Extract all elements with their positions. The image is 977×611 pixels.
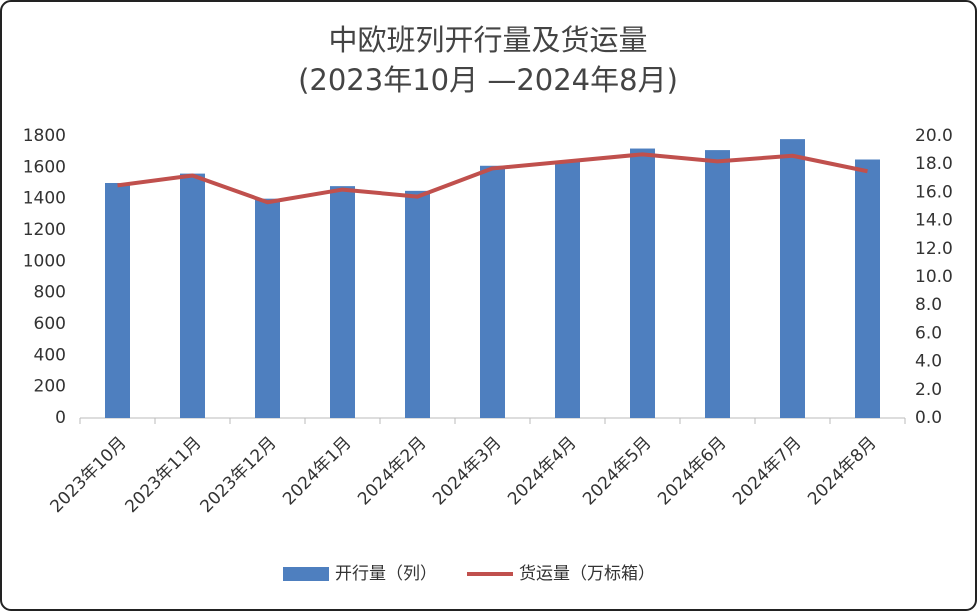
y2-tick-label: 2.0 (915, 380, 942, 400)
y2-tick-label: 4.0 (915, 352, 942, 372)
bar (555, 161, 580, 419)
line (117, 152, 868, 205)
y-tick-label: 1000 (23, 251, 66, 271)
bar (855, 159, 880, 418)
bar (405, 190, 430, 418)
legend-label: 开行量（列） (335, 564, 437, 584)
bar (105, 183, 130, 418)
legend-swatch (283, 567, 329, 581)
bar (705, 150, 730, 418)
y-tick-label: 1800 (23, 126, 66, 146)
y2-tick-label: 14.0 (915, 211, 953, 231)
y2-tick-label: 18.0 (915, 154, 953, 174)
y2-tick-label: 16.0 (915, 182, 953, 202)
y-tick-label: 800 (34, 283, 66, 303)
y-tick-label: 1200 (23, 220, 66, 240)
bar (780, 139, 805, 418)
bar (480, 165, 505, 418)
y-tick-label: 1600 (23, 157, 66, 177)
bar (630, 148, 655, 419)
y-tick-label: 200 (34, 377, 66, 397)
bar (255, 198, 280, 418)
chart-subtitle: (2023年10月 —2024年8月) (298, 63, 678, 97)
y2-tick-label: 12.0 (915, 239, 953, 259)
y2-tick-label: 10.0 (915, 267, 953, 287)
y-tick-label: 1400 (23, 189, 66, 209)
y2-tick-label: 0.0 (915, 408, 942, 428)
bar (330, 186, 355, 418)
bar (180, 173, 205, 418)
y-tick-label: 0 (55, 408, 66, 428)
y2-tick-label: 8.0 (915, 295, 942, 315)
y-tick-label: 400 (34, 345, 66, 365)
y2-tick-label: 20.0 (915, 126, 953, 146)
y2-tick-label: 6.0 (915, 323, 942, 343)
y-tick-label: 600 (34, 314, 66, 334)
chart-title: 中欧班列开行量及货运量 (328, 23, 647, 57)
legend-label: 货运量（万标箱） (519, 564, 655, 584)
